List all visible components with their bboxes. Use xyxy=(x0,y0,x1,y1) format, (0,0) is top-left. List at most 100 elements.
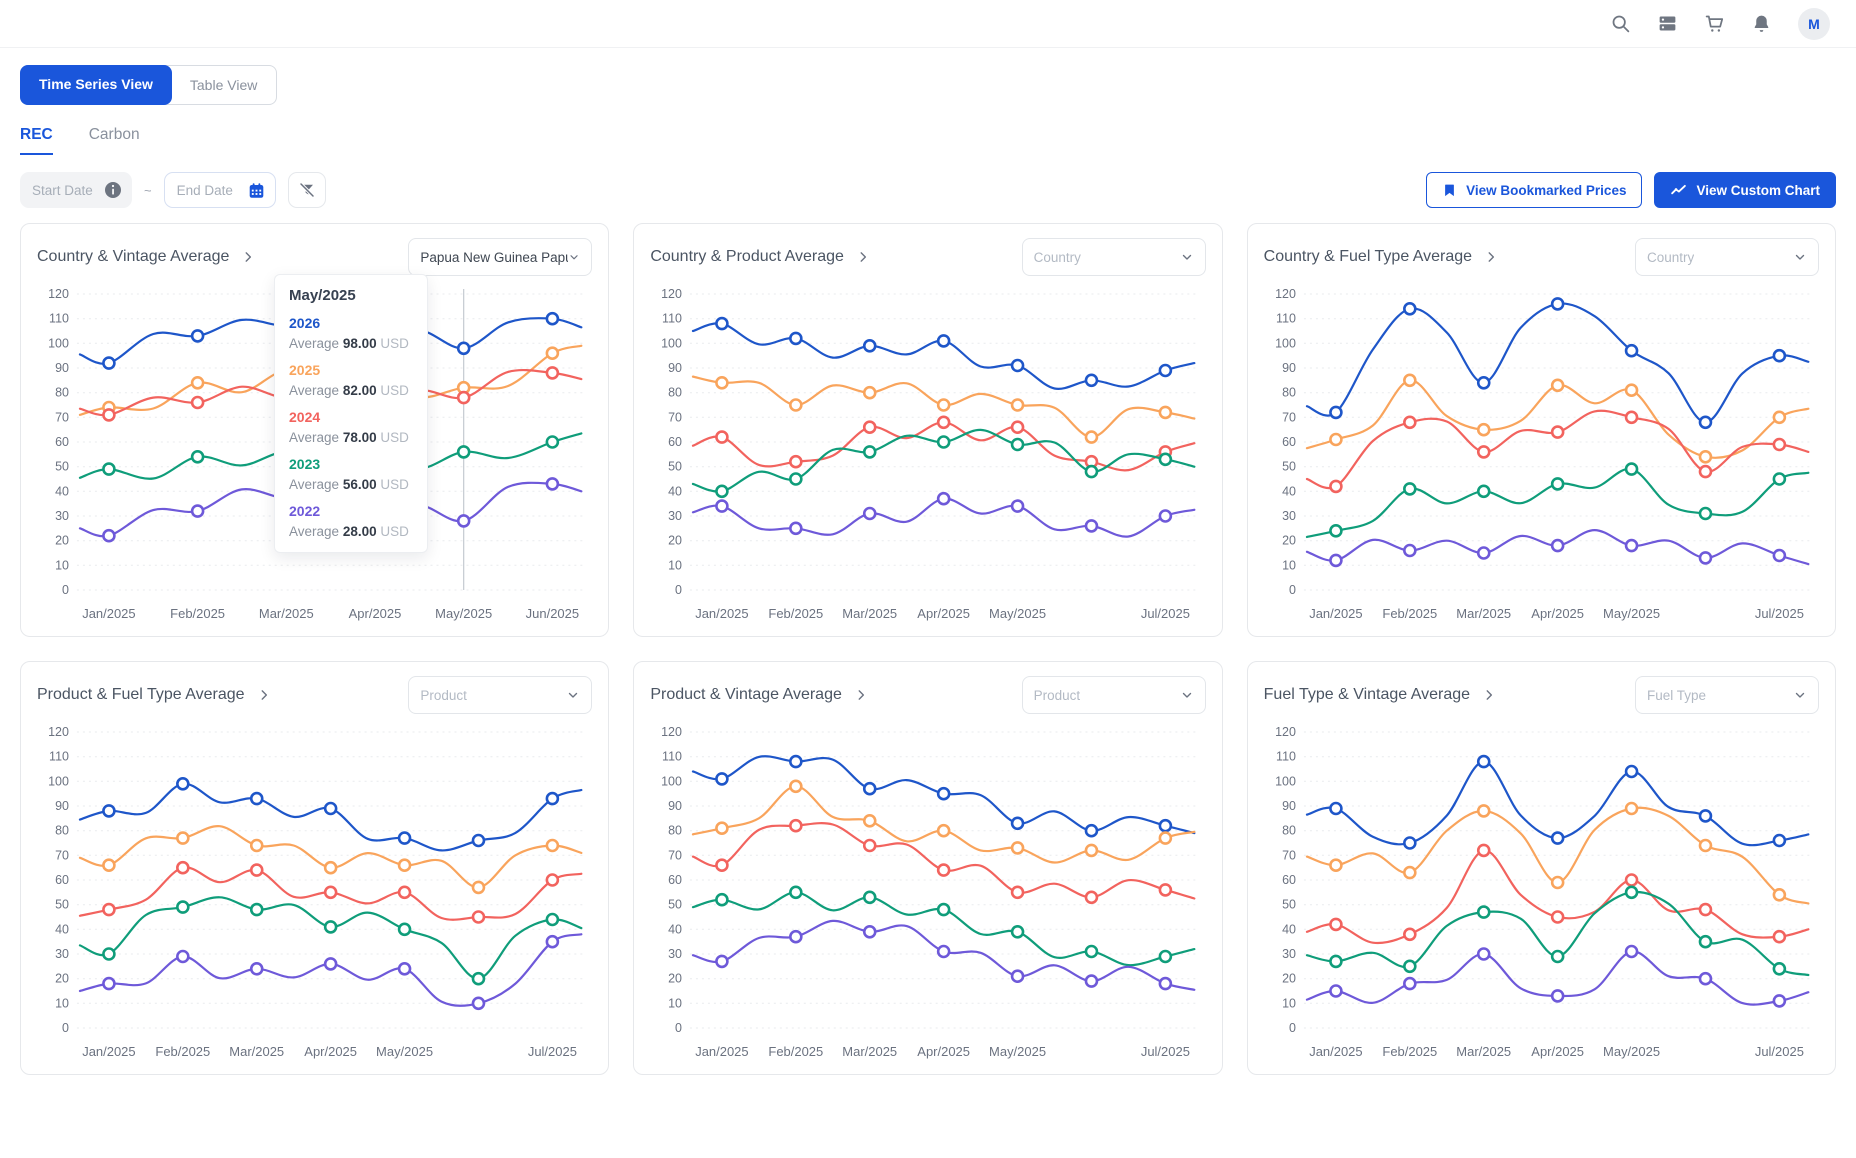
start-date-input[interactable]: Start Date xyxy=(20,172,132,208)
svg-text:May/2025: May/2025 xyxy=(1603,1044,1660,1059)
line-chart[interactable]: 0 10 20 30 40 50 60 70 80 90 100 110 120 Jan/2025 Feb/… xyxy=(650,282,1205,626)
svg-text:110: 110 xyxy=(662,312,682,326)
chevron-down-icon xyxy=(1795,692,1805,698)
svg-text:90: 90 xyxy=(668,361,682,375)
line-chart[interactable]: 0 10 20 30 40 50 60 70 80 90 100 110 120 Jan/2025 Feb/… xyxy=(37,720,592,1064)
chart-card-product-fueltype: Product & Fuel Type Average Product 0 10 2… xyxy=(20,661,610,1075)
svg-text:Feb/2025: Feb/2025 xyxy=(1382,1044,1437,1059)
svg-text:Mar/2025: Mar/2025 xyxy=(843,1044,898,1059)
select-placeholder: Product xyxy=(420,687,467,703)
svg-text:120: 120 xyxy=(1275,287,1296,301)
chevron-right-icon[interactable] xyxy=(856,250,870,264)
view-bookmarked-prices-button[interactable]: View Bookmarked Prices xyxy=(1426,172,1643,208)
product-select[interactable]: Product xyxy=(1021,676,1206,714)
view-custom-chart-button[interactable]: View Custom Chart xyxy=(1654,172,1836,208)
svg-text:80: 80 xyxy=(668,386,682,400)
product-select[interactable]: Product xyxy=(408,676,593,714)
svg-text:Feb/2025: Feb/2025 xyxy=(155,1044,210,1059)
svg-text:Apr/2025: Apr/2025 xyxy=(918,1044,971,1059)
svg-text:90: 90 xyxy=(55,799,69,813)
view-toggle: Time Series View Table View xyxy=(20,65,278,105)
chart-title: Product & Fuel Type Average xyxy=(37,686,245,703)
calendar-icon[interactable] xyxy=(248,182,265,199)
chart-title: Country & Product Average xyxy=(650,248,844,265)
svg-text:Mar/2025: Mar/2025 xyxy=(1456,606,1511,621)
svg-text:Apr/2025: Apr/2025 xyxy=(304,1044,357,1059)
tab-rec[interactable]: REC xyxy=(20,126,53,155)
clear-filters-button[interactable] xyxy=(287,172,326,208)
tooltip-month: May/2025 xyxy=(289,287,356,304)
svg-text:10: 10 xyxy=(55,996,69,1010)
svg-text:80: 80 xyxy=(668,824,682,838)
topbar: M xyxy=(0,0,1856,48)
svg-text:40: 40 xyxy=(668,922,682,936)
svg-text:May/2025: May/2025 xyxy=(376,1044,433,1059)
svg-text:110: 110 xyxy=(1276,750,1296,764)
svg-text:May/2025: May/2025 xyxy=(435,606,492,621)
country-select[interactable]: Country xyxy=(1021,238,1206,276)
select-value: Papua New Guinea Papua... xyxy=(420,249,568,265)
svg-text:40: 40 xyxy=(55,484,69,498)
svg-text:100: 100 xyxy=(661,774,682,788)
chevron-right-icon[interactable] xyxy=(1482,688,1496,702)
end-date-input[interactable]: End Date xyxy=(163,172,276,208)
svg-text:Mar/2025: Mar/2025 xyxy=(843,606,898,621)
tooltip-series-label: 2026 xyxy=(289,315,321,331)
chevron-right-icon[interactable] xyxy=(241,250,255,264)
tab-carbon[interactable]: Carbon xyxy=(88,126,140,143)
svg-text:10: 10 xyxy=(55,558,69,572)
bell-icon[interactable] xyxy=(1751,13,1772,34)
svg-text:70: 70 xyxy=(55,848,69,862)
country-select[interactable]: Papua New Guinea Papua... xyxy=(408,238,593,276)
chevron-right-icon[interactable] xyxy=(257,688,271,702)
view-custom-chart-label: View Custom Chart xyxy=(1696,182,1820,198)
country-select[interactable]: Country xyxy=(1634,238,1819,276)
svg-text:Jun/2025: Jun/2025 xyxy=(526,606,579,621)
chevron-down-icon xyxy=(1182,254,1191,260)
fuel-type-select[interactable]: Fuel Type xyxy=(1634,676,1819,714)
svg-text:Jul/2025: Jul/2025 xyxy=(1141,606,1190,621)
line-chart[interactable]: 0 10 20 30 40 50 60 70 80 90 100 110 120 Jan/2025 Feb/… xyxy=(1264,720,1819,1064)
select-placeholder: Fuel Type xyxy=(1646,687,1707,703)
svg-text:0: 0 xyxy=(62,583,69,597)
cart-icon[interactable] xyxy=(1704,13,1725,34)
chevron-right-icon[interactable] xyxy=(854,688,868,702)
svg-text:100: 100 xyxy=(48,336,69,350)
svg-text:90: 90 xyxy=(668,799,682,813)
svg-text:60: 60 xyxy=(668,873,682,887)
svg-text:120: 120 xyxy=(661,287,682,301)
svg-text:10: 10 xyxy=(668,558,682,572)
svg-text:Apr/2025: Apr/2025 xyxy=(918,606,971,621)
svg-text:Mar/2025: Mar/2025 xyxy=(1456,1044,1511,1059)
svg-text:50: 50 xyxy=(668,460,682,474)
svg-text:Feb/2025: Feb/2025 xyxy=(769,606,824,621)
tab-table-view[interactable]: Table View xyxy=(189,77,258,93)
svg-text:120: 120 xyxy=(661,725,682,739)
chart-title: Product & Vintage Average xyxy=(650,686,842,703)
svg-text:70: 70 xyxy=(55,410,69,424)
svg-text:110: 110 xyxy=(662,750,682,764)
select-placeholder: Product xyxy=(1033,687,1081,703)
svg-text:50: 50 xyxy=(1282,460,1296,474)
date-range-separator: ~ xyxy=(144,182,152,198)
svg-text:50: 50 xyxy=(55,460,69,474)
server-stack-icon[interactable] xyxy=(1657,13,1678,34)
line-chart[interactable]: 0 10 20 30 40 50 60 70 80 90 100 110 120 Jan/2025 Feb/… xyxy=(1264,282,1819,626)
chart-card-country-fueltype: Country & Fuel Type Average Country 0 10 2… xyxy=(1246,223,1836,637)
line-chart[interactable]: 0 10 20 30 40 50 60 70 80 90 100 110 120 Jan/2025 Feb/… xyxy=(650,720,1205,1064)
svg-text:Jan/2025: Jan/2025 xyxy=(696,606,749,621)
svg-text:30: 30 xyxy=(1282,947,1296,961)
tab-time-series-view[interactable]: Time Series View xyxy=(20,65,172,105)
svg-text:20: 20 xyxy=(55,972,69,986)
avatar[interactable]: M xyxy=(1798,7,1830,40)
chevron-right-icon[interactable] xyxy=(1484,250,1498,264)
svg-text:60: 60 xyxy=(55,873,69,887)
svg-text:110: 110 xyxy=(49,312,69,326)
svg-text:Jan/2025: Jan/2025 xyxy=(696,1044,749,1059)
svg-text:Jan/2025: Jan/2025 xyxy=(82,1044,135,1059)
tooltip-series-label: 2022 xyxy=(289,503,321,519)
chevron-down-icon xyxy=(569,692,578,698)
svg-text:40: 40 xyxy=(55,922,69,936)
search-icon[interactable] xyxy=(1610,13,1631,34)
info-icon[interactable] xyxy=(104,181,122,199)
